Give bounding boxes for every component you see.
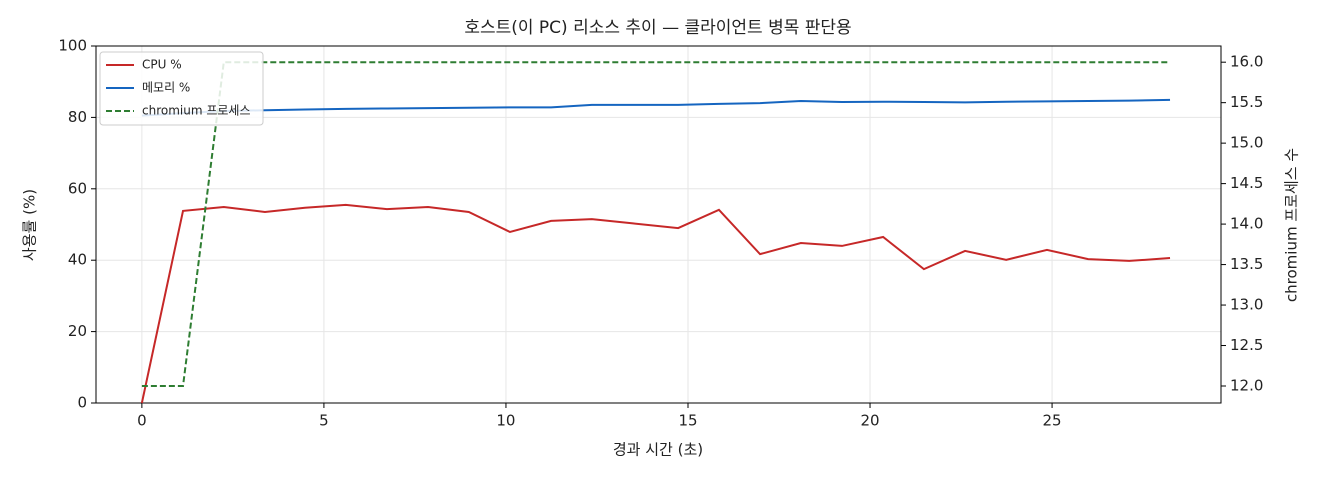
x-axis-label: 경과 시간 (초) (613, 441, 703, 459)
y-tick-label: 100 (58, 37, 87, 55)
legend-label: CPU % (142, 58, 182, 72)
legend-label: 메모리 % (142, 81, 190, 95)
legend-label: chromium 프로세스 (142, 104, 251, 118)
series-line (141, 61, 1171, 387)
series-line (140, 203, 1171, 404)
x-tick-label: 10 (496, 412, 515, 430)
y2-tick-label: 13.0 (1230, 296, 1263, 314)
x-tick-label: 0 (137, 412, 147, 430)
y2-tick-label: 16.0 (1230, 53, 1263, 71)
y2-tick-label: 13.5 (1230, 255, 1263, 273)
y-tick-label: 20 (68, 322, 87, 340)
legend-box (99, 51, 264, 126)
y2-tick-label: 12.5 (1230, 336, 1263, 354)
x-tick-label: 25 (1043, 412, 1062, 430)
legend: CPU % 메모리 % chromium 프로세스 (99, 51, 264, 126)
y2-tick-label: 12.0 (1230, 377, 1263, 395)
x-tick-label: 5 (319, 412, 329, 430)
y2-tick-label: 14.5 (1230, 174, 1263, 192)
y2-tick-label: 14.0 (1230, 215, 1263, 233)
x-tick-label: 15 (678, 412, 697, 430)
y-axis-label: 사용률 (%) (21, 189, 39, 261)
plot-frame (95, 45, 1222, 404)
y-tick-label: 0 (77, 394, 87, 412)
x-tick-label: 20 (860, 412, 879, 430)
y-tick-label: 40 (68, 251, 87, 269)
series-line (141, 98, 1171, 117)
y-tick-label: 60 (68, 179, 87, 197)
chart-title: 호스트(이 PC) 리소스 추이 — 클라이언트 병목 판단용 (464, 18, 851, 38)
y2-tick-label: 15.0 (1230, 134, 1263, 152)
y-tick-label: 80 (68, 108, 87, 126)
y2-tick-label: 15.5 (1230, 93, 1263, 111)
y2-axis-label: chromium 프로세스 수 (1283, 148, 1301, 302)
